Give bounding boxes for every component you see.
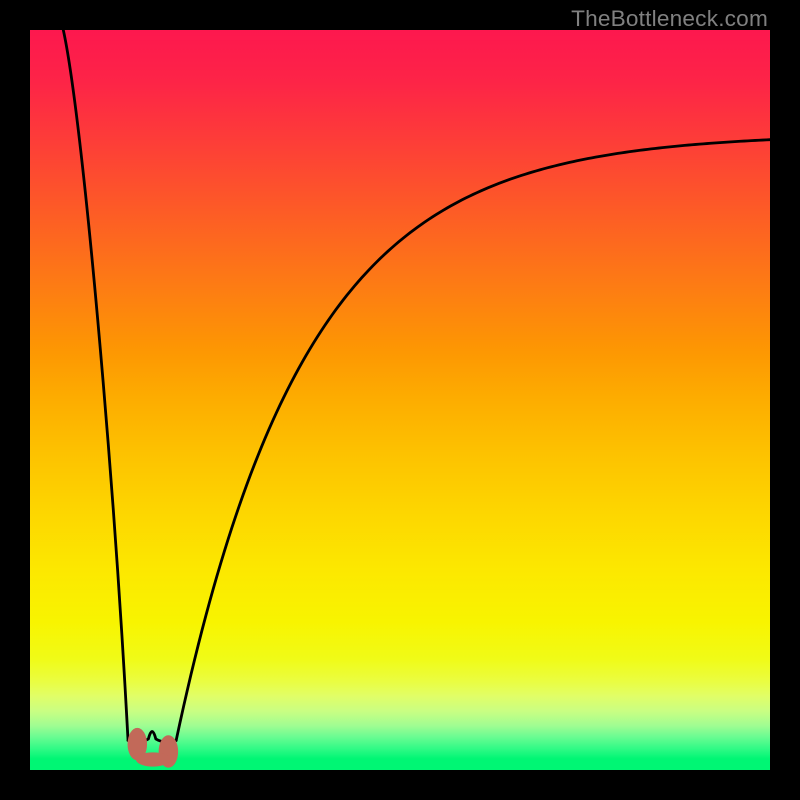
minimum-marker-bridge [136,752,170,766]
left-branch-curve [63,30,128,740]
chart-frame: TheBottleneck.com [0,0,800,800]
right-branch-curve [176,140,770,741]
watermark-text: TheBottleneck.com [571,6,768,32]
plot-area [30,30,770,770]
curve-layer [30,30,770,770]
